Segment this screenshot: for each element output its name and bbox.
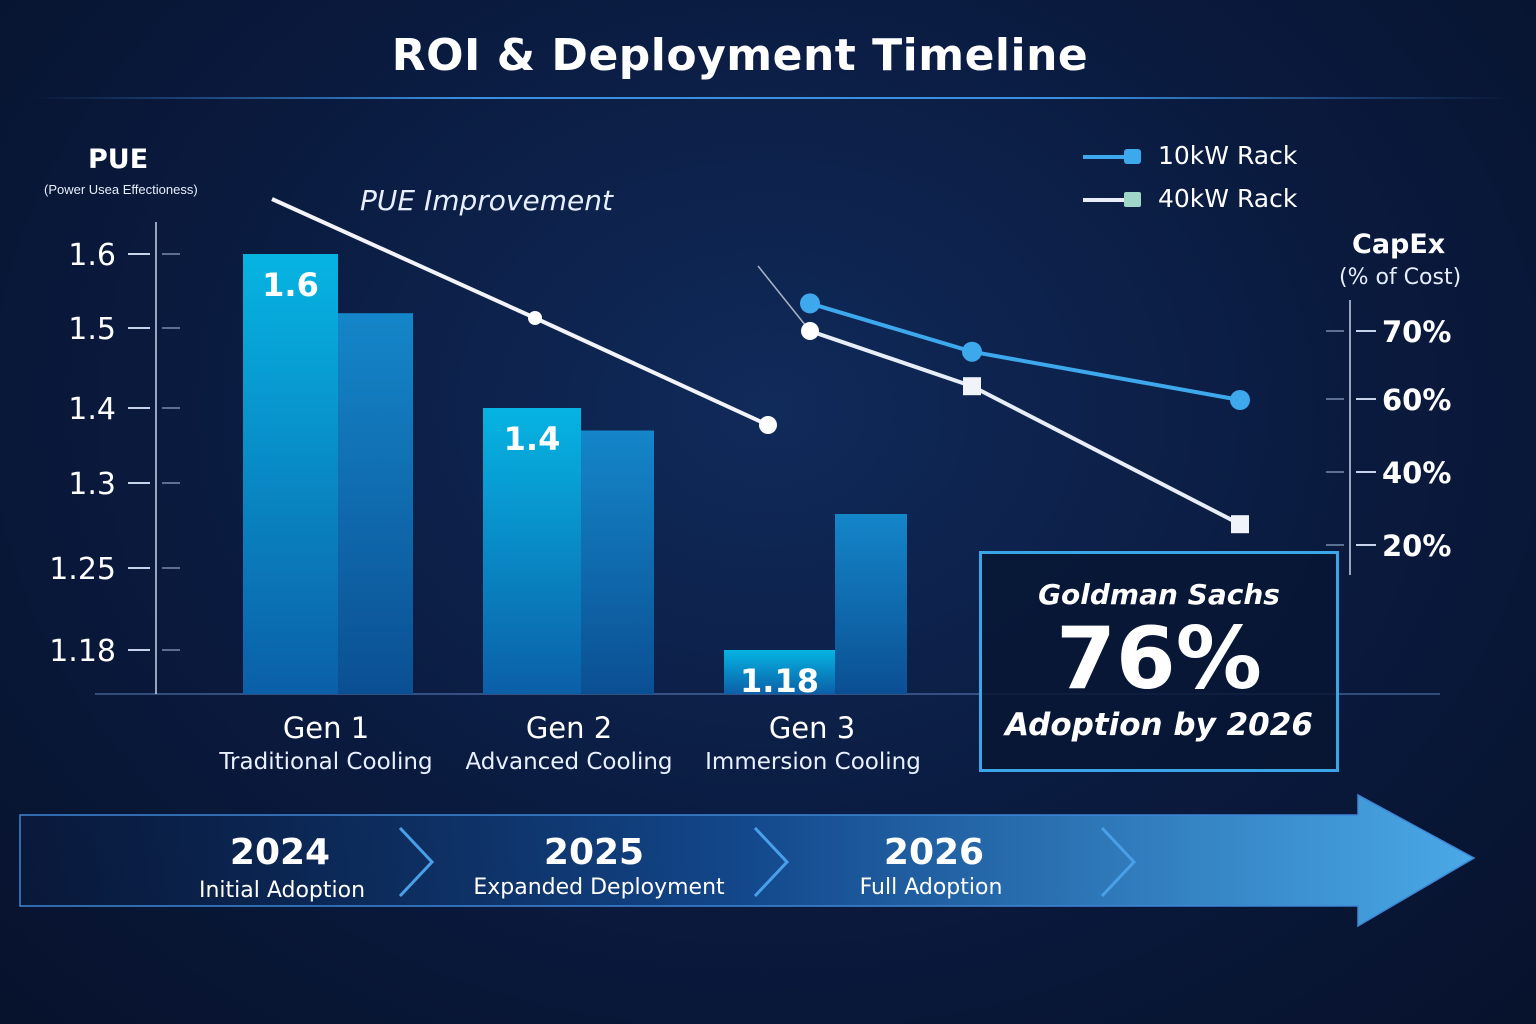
pue-improvement-line (271, 197, 777, 434)
bar-primary (243, 254, 338, 694)
left-tick-label: 1.5 (68, 312, 116, 347)
pue-line-point (759, 416, 777, 434)
left-axis-ticks: 1.6 1.5 1.4 1.3 1.25 1.18 (49, 238, 180, 669)
left-tick-label: 1.25 (49, 552, 116, 587)
legend-10kw-marker (1124, 149, 1141, 164)
timeline-year: 2025 (543, 832, 645, 873)
right-tick-label: 40% (1382, 456, 1451, 490)
bar-secondary (835, 514, 907, 694)
capex-lines (757, 265, 1250, 534)
right-tick-label: 20% (1382, 529, 1451, 563)
capex-point (1230, 390, 1250, 410)
callout-value: 76% (1056, 609, 1262, 709)
left-axis-title: PUE (88, 144, 149, 175)
timeline-label: Initial Adoption (198, 878, 366, 903)
left-tick-label: 1.6 (68, 238, 116, 273)
bar-value-label: 1.6 (262, 266, 319, 304)
timeline-label: Full Adoption (859, 875, 1003, 900)
legend-label-40kw: 40kW Rack (1158, 184, 1298, 213)
chevron-icon (753, 826, 790, 898)
pue-line-label: PUE Improvement (360, 184, 613, 217)
bar-primary (724, 650, 835, 694)
category-sublabel: Immersion Cooling (705, 749, 921, 775)
bar-value-label: 1.4 (504, 420, 561, 458)
chevron-icon (398, 826, 435, 898)
timeline-arrow (19, 793, 1476, 928)
left-tick-label: 1.18 (49, 634, 116, 669)
bar-primary (483, 408, 581, 694)
capex-point (1231, 515, 1249, 534)
left-axis-subtitle: (Power Usea Effectioness) (44, 182, 198, 197)
category-sublabel: Advanced Cooling (465, 749, 673, 775)
right-axis-ticks: 70% 60% 40% 20% (1326, 315, 1451, 563)
capex-point (963, 377, 981, 396)
bar-secondary (338, 313, 413, 694)
timeline-label: Expanded Deployment (473, 875, 725, 900)
capex-point (800, 293, 820, 314)
adoption-callout: Goldman Sachs 76% Adoption by 2026 (979, 551, 1339, 772)
category-sublabel: Traditional Cooling (219, 749, 433, 775)
bar-value-label: 1.18 (740, 662, 819, 700)
callout-brand: Goldman Sachs (1038, 578, 1280, 611)
legend (1083, 149, 1141, 207)
left-tick-label: 1.4 (68, 392, 116, 427)
right-axis-title: CapEx (1352, 229, 1446, 260)
timeline-year: 2024 (229, 832, 331, 873)
right-tick-label: 70% (1382, 315, 1451, 349)
capex-point (962, 341, 982, 362)
chevron-icon (1100, 826, 1137, 898)
capex-point (801, 322, 819, 340)
category-label: Gen 3 (768, 711, 856, 745)
category-label: Gen 2 (525, 711, 613, 745)
bar-series: 1.6 1.4 1.18 (243, 254, 907, 700)
timeline-year: 2026 (883, 832, 985, 873)
right-axis-subtitle: (% of Cost) (1339, 265, 1462, 290)
chart-title: ROI & Deployment Timeline (391, 30, 1089, 81)
legend-label-10kw: 10kW Rack (1158, 141, 1298, 170)
left-tick-label: 1.3 (68, 467, 116, 502)
capex-line-lead (757, 265, 811, 332)
legend-40kw-marker (1124, 192, 1141, 207)
callout-caption: Adoption by 2026 (1005, 707, 1313, 743)
category-label: Gen 1 (282, 711, 370, 745)
timeline-chevrons (398, 826, 1137, 898)
title-divider (30, 97, 1510, 99)
bar-secondary (581, 430, 654, 694)
right-tick-label: 60% (1382, 383, 1451, 417)
pue-line-point (528, 311, 542, 325)
